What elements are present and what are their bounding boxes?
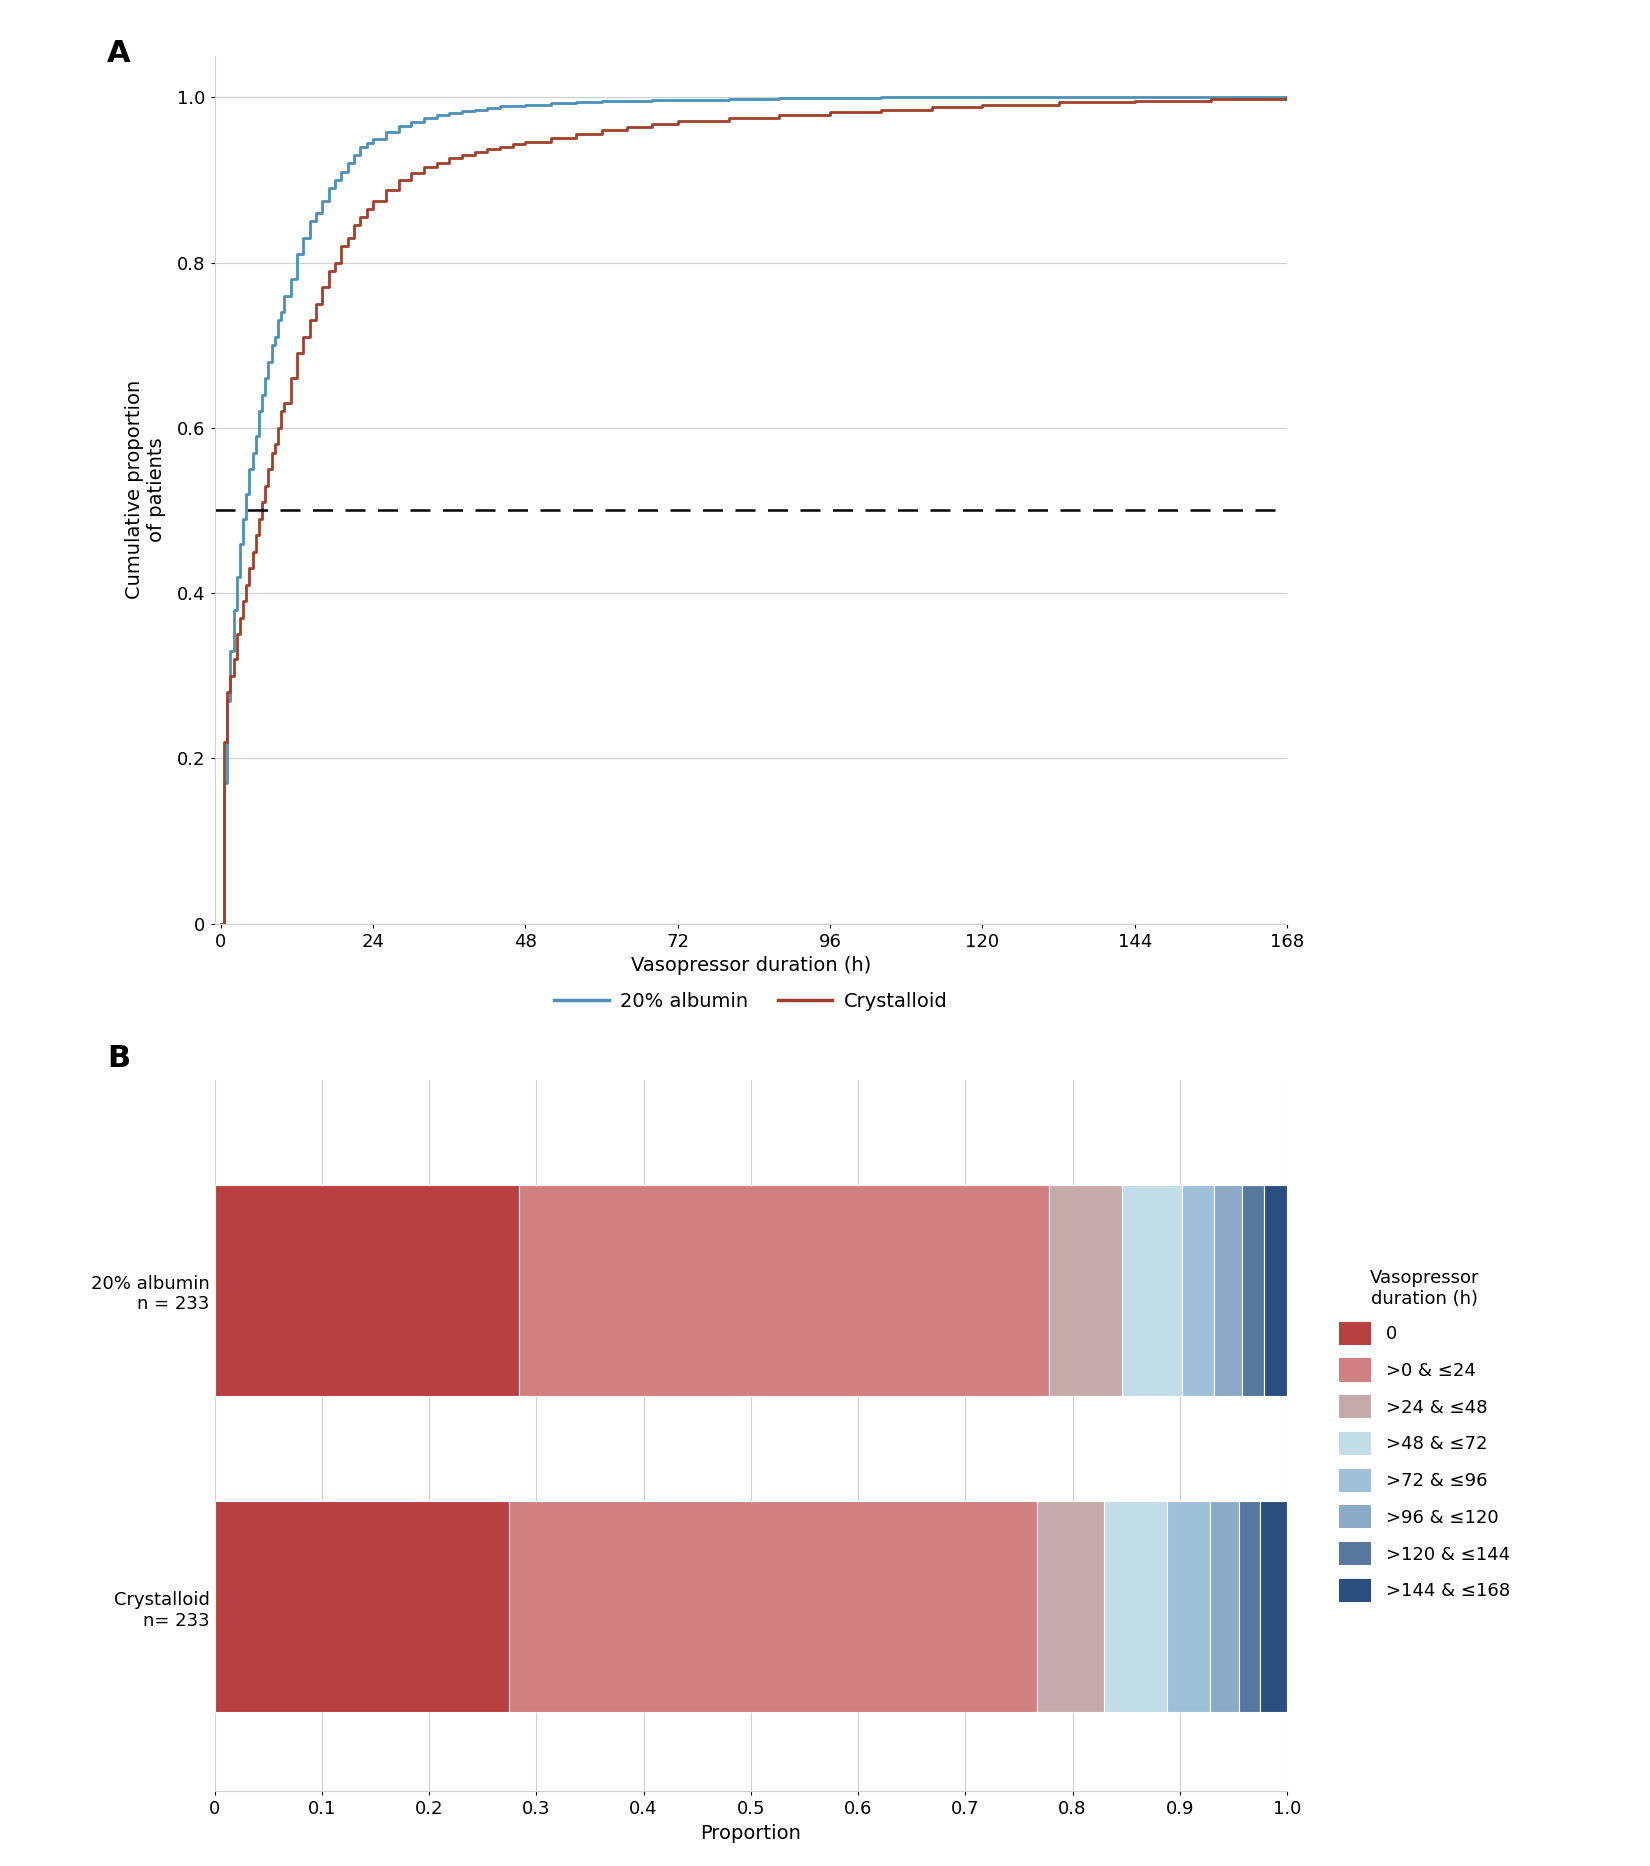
Bar: [214, 1185, 520, 1396]
Bar: [1167, 1502, 1209, 1713]
Bar: [510, 1502, 1038, 1713]
Bar: [1104, 1502, 1167, 1713]
Bar: [1049, 1185, 1122, 1396]
Bar: [1038, 1502, 1104, 1713]
Bar: [214, 1502, 510, 1713]
Bar: [1239, 1502, 1261, 1713]
Bar: [1122, 1185, 1181, 1396]
X-axis label: Proportion: Proportion: [700, 1823, 802, 1844]
Legend: 20% albumin, Crystalloid: 20% albumin, Crystalloid: [546, 985, 955, 1019]
Legend: 0, >0 & ≤24, >24 & ≤48, >48 & ≤72, >72 & ≤96, >96 & ≤120, >120 & ≤144, >144 & ≤1: 0, >0 & ≤24, >24 & ≤48, >48 & ≤72, >72 &…: [1338, 1269, 1510, 1603]
Y-axis label: Cumulative proportion
of patients: Cumulative proportion of patients: [125, 381, 167, 599]
Bar: [1209, 1502, 1239, 1713]
Bar: [1214, 1185, 1242, 1396]
Bar: [1261, 1502, 1287, 1713]
Text: B: B: [107, 1045, 130, 1073]
X-axis label: Vasopressor duration (h): Vasopressor duration (h): [630, 955, 871, 976]
Bar: [520, 1185, 1049, 1396]
Bar: [1242, 1185, 1264, 1396]
Bar: [1181, 1185, 1214, 1396]
Bar: [1264, 1185, 1287, 1396]
Text: A: A: [107, 39, 130, 67]
